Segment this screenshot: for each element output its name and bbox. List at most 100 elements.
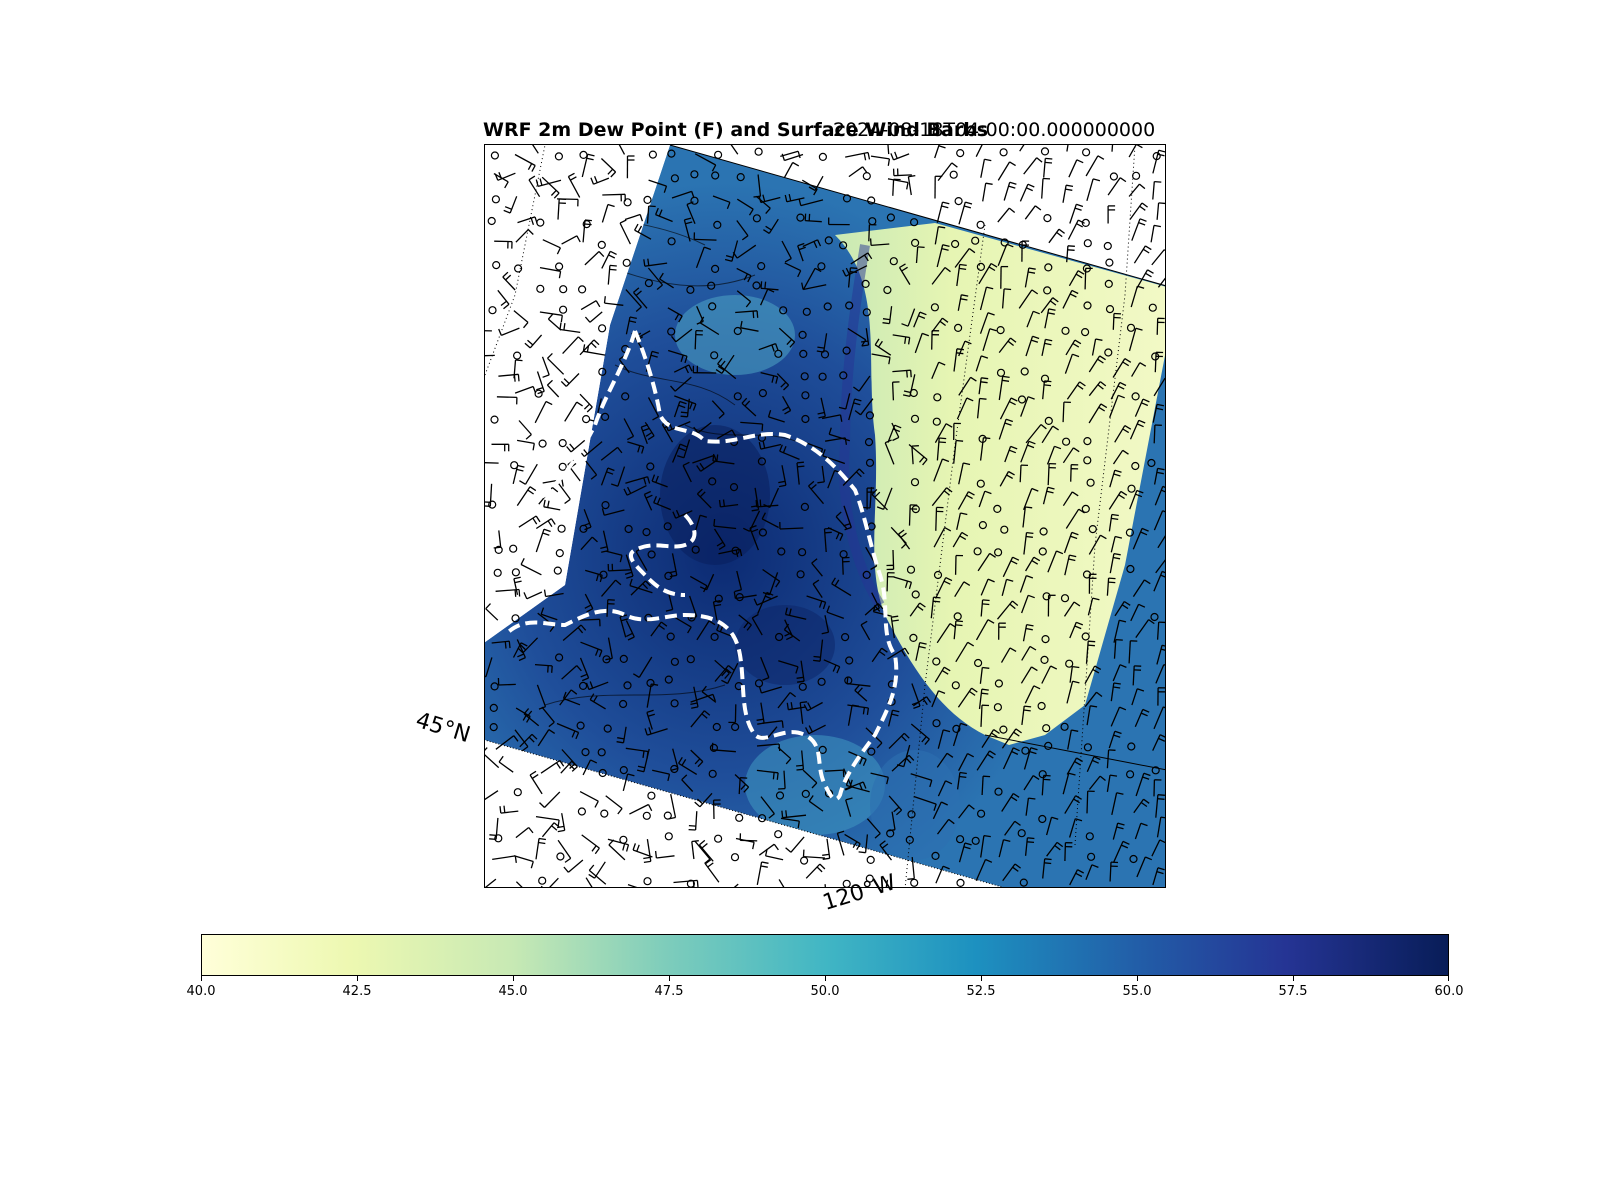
wind-barb: [1023, 775, 1040, 791]
wind-barb: [1000, 647, 1017, 663]
wind-barb: [696, 459, 718, 472]
wind-barb: [808, 480, 824, 505]
wind-barb: [1025, 423, 1047, 444]
wind-barb: [823, 659, 841, 674]
wind-barb: [694, 514, 707, 532]
wind-barb: [980, 599, 990, 617]
wind-barb: [610, 466, 626, 487]
colorbar-tick-label: 52.5: [966, 984, 996, 999]
wind-barb: [560, 760, 578, 774]
calm-wind-marker: [841, 633, 850, 642]
wind-barb: [540, 759, 565, 774]
wind-barb: [956, 512, 968, 530]
wind-barb: [1086, 178, 1101, 201]
wind-barb: [623, 485, 647, 496]
wind-barb: [665, 592, 674, 612]
wind-barb: [600, 446, 623, 461]
wind-barb: [1021, 645, 1037, 661]
wind-barb: [1153, 510, 1165, 531]
calm-wind-marker: [911, 590, 920, 599]
wind-barb: [796, 750, 805, 771]
wind-barb: [618, 145, 626, 155]
wind-barb: [652, 769, 671, 782]
wind-barb: [647, 267, 664, 290]
calm-wind-marker: [930, 303, 939, 312]
wind-barb: [955, 641, 975, 663]
calm-wind-marker: [664, 571, 673, 580]
calm-wind-marker: [862, 308, 871, 317]
wind-barb: [975, 355, 989, 372]
calm-wind-marker: [598, 367, 607, 376]
wind-barb: [1041, 338, 1053, 357]
wind-barb: [523, 708, 540, 727]
wind-barb: [498, 755, 514, 773]
calm-wind-marker: [949, 170, 958, 179]
wind-barb: [691, 840, 699, 860]
wind-barb: [643, 839, 652, 864]
calm-wind-marker: [708, 769, 717, 778]
calm-wind-marker: [538, 439, 547, 448]
calm-wind-marker: [1044, 263, 1053, 272]
calm-wind-marker: [1083, 437, 1092, 446]
wind-barb: [847, 704, 860, 726]
wind-barb: [547, 313, 562, 331]
wind-barb: [1153, 377, 1165, 397]
wind-barb: [1023, 157, 1043, 175]
calm-wind-marker: [910, 478, 920, 487]
wind-barb: [808, 175, 824, 191]
wind-barb: [891, 754, 915, 772]
wind-barb: [784, 262, 802, 278]
colorbar-tick-label: 60.0: [1434, 984, 1464, 999]
calm-wind-marker: [993, 504, 1002, 513]
calm-wind-marker: [932, 719, 941, 728]
wind-barb: [871, 488, 888, 511]
calm-wind-marker: [686, 879, 695, 887]
wind-barb: [1108, 513, 1119, 532]
calm-wind-marker: [1104, 279, 1113, 288]
wind-barb: [721, 662, 739, 685]
calm-wind-marker: [623, 681, 632, 690]
calm-wind-marker: [643, 877, 652, 886]
calm-wind-marker: [554, 152, 564, 161]
wind-barb: [513, 359, 523, 379]
calm-wind-marker: [823, 302, 832, 311]
calm-wind-marker: [1040, 147, 1050, 156]
wind-barb: [980, 578, 995, 596]
wind-barb: [535, 837, 546, 860]
calm-wind-marker: [994, 787, 1003, 796]
wind-barb: [958, 462, 971, 485]
wind-barb: [714, 659, 730, 680]
wind-barb: [558, 483, 571, 505]
calm-wind-marker: [996, 368, 1006, 377]
wind-barb: [1062, 184, 1074, 203]
wind-barb: [1001, 728, 1022, 749]
calm-wind-marker: [707, 281, 716, 290]
wind-barb: [695, 246, 712, 269]
wind-barb: [936, 752, 954, 768]
wind-barb: [884, 439, 895, 465]
calm-wind-marker: [554, 262, 564, 271]
wind-barb: [519, 733, 538, 748]
calm-wind-marker: [910, 218, 919, 227]
wind-barb: [584, 251, 605, 266]
calm-wind-marker: [1037, 701, 1046, 711]
calm-wind-marker: [932, 657, 941, 666]
calm-wind-marker: [487, 216, 496, 226]
colorbar-tick: [981, 976, 982, 981]
wind-barb: [515, 826, 534, 839]
wind-barb: [848, 751, 867, 767]
wind-barb: [1065, 508, 1085, 529]
calm-wind-marker: [513, 264, 523, 273]
wind-barb: [868, 223, 877, 242]
wind-barb: [1063, 601, 1081, 617]
calm-wind-marker: [712, 722, 721, 732]
wind-barb: [580, 641, 603, 658]
wind-barb: [733, 883, 739, 887]
wind-barb: [845, 151, 871, 161]
calm-wind-marker: [1131, 171, 1141, 180]
wind-barb: [1019, 183, 1035, 202]
calm-wind-marker: [818, 745, 827, 755]
calm-wind-marker: [1044, 741, 1053, 751]
wind-barb: [936, 818, 955, 835]
calm-wind-marker: [509, 544, 518, 553]
